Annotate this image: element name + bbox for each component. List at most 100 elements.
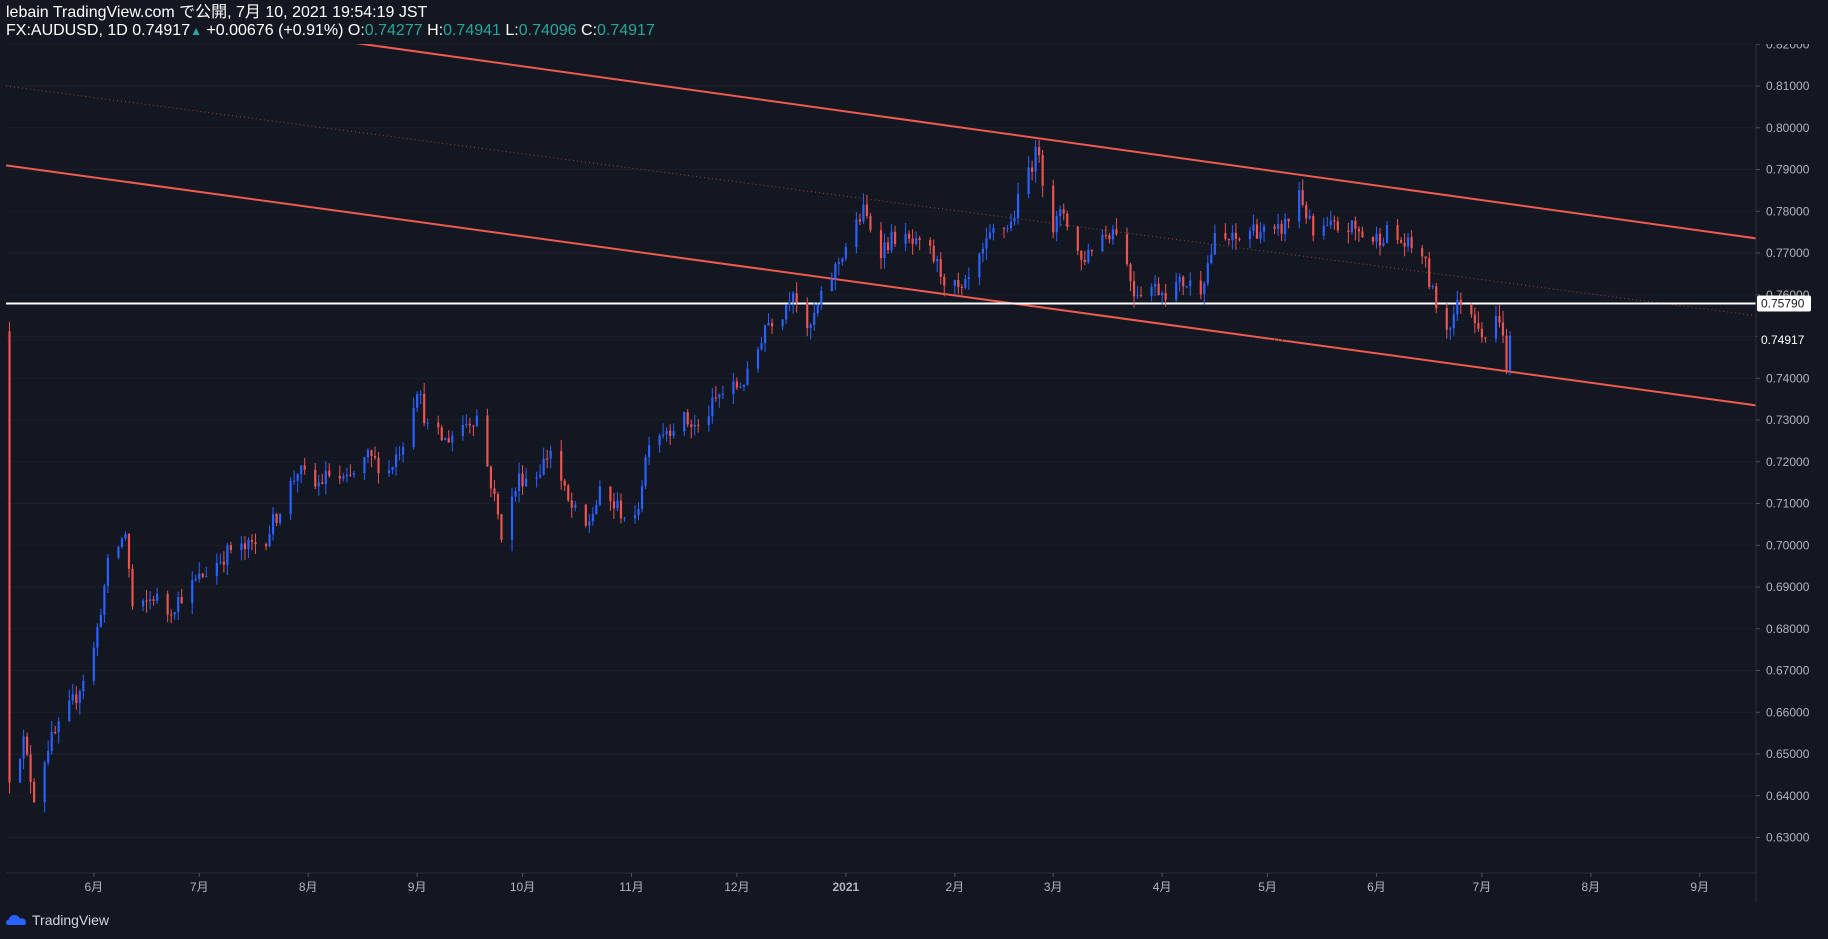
candle-body [1484,337,1487,339]
candle-body [500,514,503,540]
candle-body [1259,232,1262,239]
footer: TradingView [0,902,1828,939]
candle-body [317,482,320,487]
candle-body [148,599,152,602]
candle-body [770,323,774,327]
symbol-name[interactable]: FX:AUDUSD, 1D [6,22,128,39]
candle-body [795,293,798,303]
candle-body [1403,242,1406,247]
candle-body [619,500,623,519]
candle-body [514,491,517,497]
candle-body [68,700,71,722]
candle-body [1083,259,1086,263]
candle-body [496,494,500,515]
candle-body [574,504,577,508]
candle-body [658,435,661,446]
candle-body [1248,231,1252,239]
candle-body [300,465,303,475]
candle-body [1329,220,1332,226]
candle-body [33,782,36,803]
candle-body [296,474,299,481]
open-label: O: [347,22,365,39]
candle-body [1410,237,1413,249]
tradingview-brand[interactable]: TradingView [6,912,109,928]
candle-body [412,407,415,448]
y-tick-label: 0.77000 [1766,246,1810,260]
candle-body [205,576,208,578]
x-tick-label: 7月 [190,880,209,894]
candle-body [141,600,145,607]
candle-body [1031,167,1034,172]
candle-body [964,278,967,289]
candle-body [127,534,131,569]
candle-body [1396,225,1399,241]
price-axis[interactable]: 0.820000.810000.800000.790000.780000.770… [1756,37,1810,845]
chart-annotations[interactable] [5,34,1757,407]
candle-body [75,694,78,703]
candle-body [394,454,398,467]
candle-body [1421,248,1424,257]
time-axis[interactable]: 6月 7月 8月 9月 10月 11月 12月 2021 2月 3月 4月 5月 6月 7月 8月 9月 [85,873,1710,894]
candle-body [837,262,840,264]
last-price: 0.74917 [132,22,191,39]
candle-body [869,215,872,231]
candle-body [918,237,921,241]
candle-body [1361,231,1364,238]
candle-body [1125,234,1129,265]
candle-body [131,568,134,607]
candle-body [535,477,538,479]
candle-body [401,447,405,455]
candle-body [1255,224,1259,239]
candle-body [591,514,594,522]
candle-body [929,240,932,246]
candle-body [1445,308,1448,330]
candle-body [1459,299,1462,305]
candle-body [117,546,120,558]
candle-body [1210,254,1213,264]
candle-body [1276,223,1280,229]
candle-body [844,247,847,259]
candle-body [145,600,148,602]
y-tick-label: 0.64000 [1766,789,1810,803]
x-tick-label: 3月 [1044,880,1063,894]
candle-body [1213,233,1216,255]
candle-body [858,219,862,222]
candle-body [264,543,268,547]
close-label: C: [581,22,598,39]
candle-body [809,324,812,328]
candle-body [215,562,218,577]
candle-body [683,412,686,432]
candle-body [275,514,278,523]
candle-body [1357,228,1361,232]
last-price-tag [1757,330,1811,349]
candle-body [78,691,81,703]
candle-body [584,504,587,526]
candle-body [229,545,232,551]
candle-body [1452,314,1455,329]
candle-body [560,450,563,481]
candle-body [960,286,963,289]
candle-body [489,466,493,489]
candle-body [25,736,29,755]
channel-upper-line [304,34,1757,240]
candle-body [517,473,521,492]
candle-body [1399,240,1403,243]
candle-body [567,485,570,501]
candle-body [1101,234,1104,252]
candle-body [268,534,271,547]
candle-body [1234,232,1238,239]
tradingview-logo-icon [6,915,26,925]
candle-body [760,343,763,350]
candle-body [321,482,324,485]
candles-layer [8,140,1512,813]
y-tick-label: 0.72000 [1766,455,1810,469]
candle-body [939,259,942,277]
last-price-label: 0.74917 [1761,333,1805,347]
candle-body [563,480,566,486]
y-tick-label: 0.66000 [1766,705,1810,719]
candle-body [324,470,327,485]
candle-body [662,434,665,436]
candle-body [370,450,373,456]
candle-body [451,435,454,443]
